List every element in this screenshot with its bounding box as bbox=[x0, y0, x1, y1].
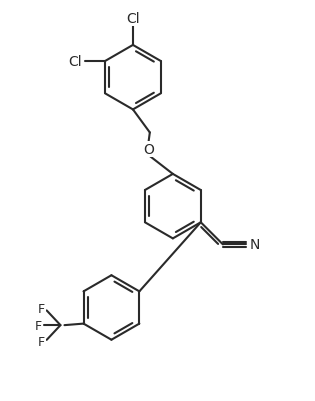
Text: F: F bbox=[35, 319, 42, 332]
Text: F: F bbox=[37, 303, 45, 316]
Text: Cl: Cl bbox=[126, 12, 140, 26]
Text: F: F bbox=[37, 335, 45, 348]
Text: N: N bbox=[250, 238, 260, 252]
Text: O: O bbox=[143, 143, 154, 157]
Text: Cl: Cl bbox=[68, 55, 82, 69]
